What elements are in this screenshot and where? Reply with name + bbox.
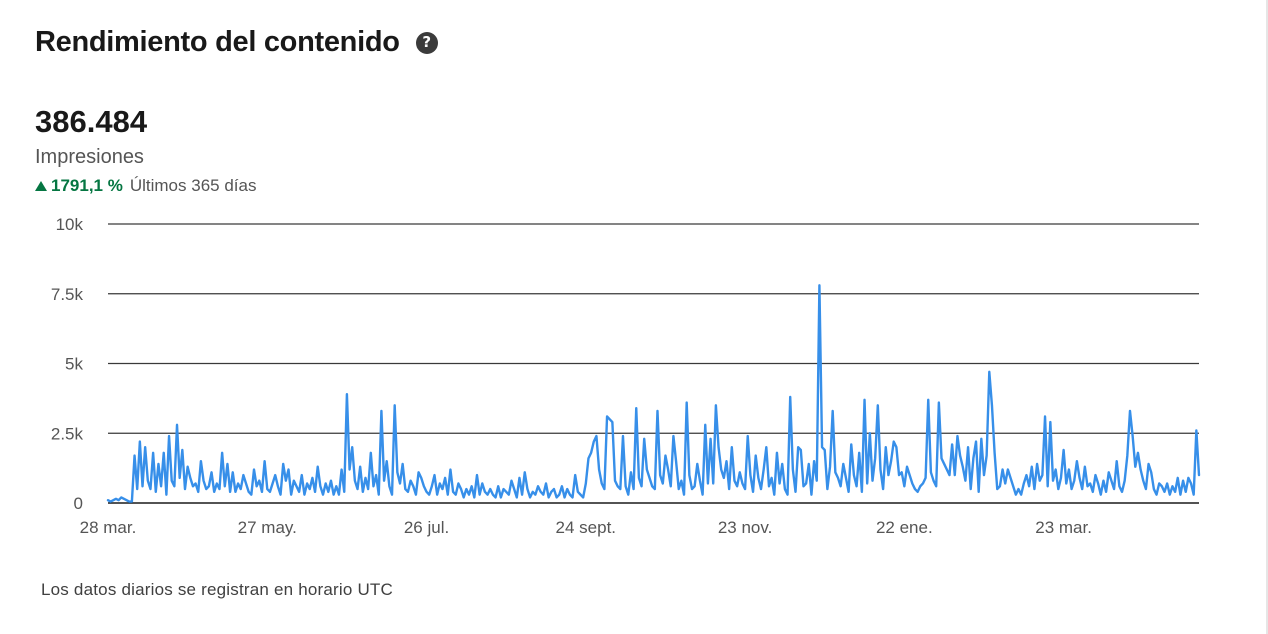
change-value: 1791,1 % — [51, 176, 123, 195]
change-period: Últimos 365 días — [129, 176, 257, 195]
x-tick-label: 23 nov. — [718, 518, 773, 537]
y-tick-label: 10k — [56, 215, 84, 234]
change-row: 1791,1 % Últimos 365 días — [35, 176, 256, 196]
y-tick-label: 0 — [74, 494, 83, 513]
page-title: Rendimiento del contenido — [35, 26, 400, 58]
y-tick-label: 5k — [65, 355, 83, 374]
x-tick-label: 27 may. — [238, 518, 297, 537]
impressions-label: Impresiones — [35, 146, 144, 168]
header: Rendimiento del contenido ? — [35, 26, 438, 59]
impressions-value: 386.484 — [35, 104, 148, 139]
y-tick-label: 2.5k — [51, 424, 84, 443]
panel-border — [1266, 0, 1268, 634]
triangle-up-icon — [35, 181, 47, 191]
x-tick-label: 28 mar. — [80, 518, 137, 537]
x-tick-label: 22 ene. — [876, 518, 933, 537]
x-tick-label: 23 mar. — [1035, 518, 1092, 537]
x-tick-label: 24 sept. — [556, 518, 617, 537]
footnote: Los datos diarios se registran en horari… — [41, 580, 393, 599]
x-tick-label: 26 jul. — [404, 518, 449, 537]
question-circle-icon[interactable]: ? — [415, 31, 438, 54]
impressions-line-chart: 0 2.5k 5k 7.5k 10k 28 mar. 27 may. 26 jul. 24 se… — [51, 215, 1201, 537]
series-line-impressions — [106, 284, 1201, 503]
y-tick-label: 7.5k — [51, 285, 84, 304]
